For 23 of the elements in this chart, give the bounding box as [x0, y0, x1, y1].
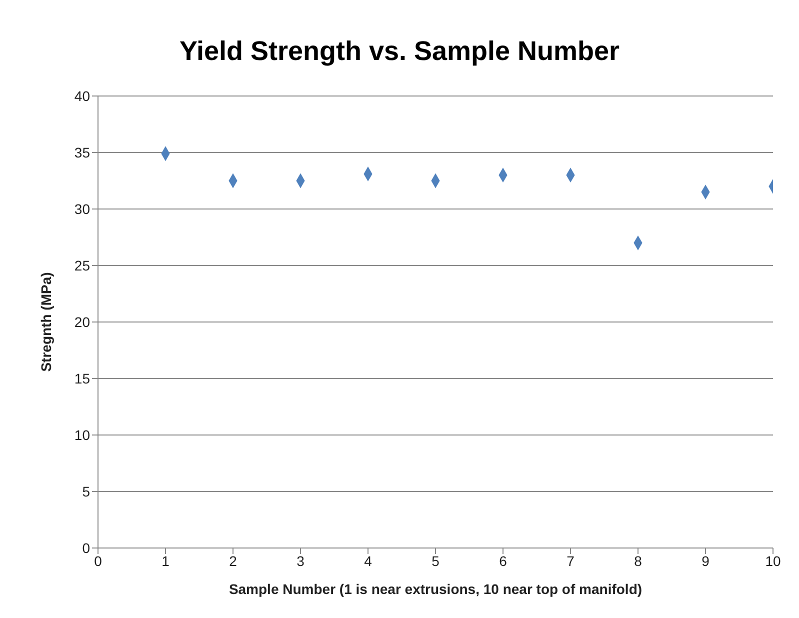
x-tick-label: 2 — [229, 552, 238, 569]
x-tick-label: 4 — [364, 552, 372, 569]
chart-title: Yield Strength vs. Sample Number — [178, 35, 621, 68]
x-tick-label: 1 — [162, 552, 170, 569]
x-tick-label: 3 — [296, 552, 305, 569]
y-tick-label: 25 — [74, 257, 90, 274]
x-tick-label: 7 — [566, 552, 575, 569]
x-axis-title: Sample Number (1 is near extrusions, 10 near top of manifold) — [228, 581, 642, 597]
x-tick-label: 9 — [702, 552, 710, 569]
y-axis-title: Stregnth (MPa) — [38, 272, 54, 372]
y-tick-label: 0 — [82, 540, 90, 556]
x-tick-label: 5 — [432, 552, 440, 569]
x-tick-label: 6 — [499, 552, 508, 569]
y-tick-label: 35 — [74, 144, 90, 160]
y-tick-label: 30 — [74, 200, 90, 217]
y-tick-label: 10 — [74, 426, 90, 443]
x-tick-label: 10 — [765, 552, 781, 569]
y-tick-label: 20 — [74, 314, 90, 330]
x-tick-label: 8 — [634, 552, 642, 569]
y-tick-label: 15 — [74, 370, 90, 386]
y-tick-label: 40 — [74, 88, 90, 104]
y-tick-label: 5 — [82, 483, 90, 500]
x-tick-label: 0 — [94, 552, 102, 569]
